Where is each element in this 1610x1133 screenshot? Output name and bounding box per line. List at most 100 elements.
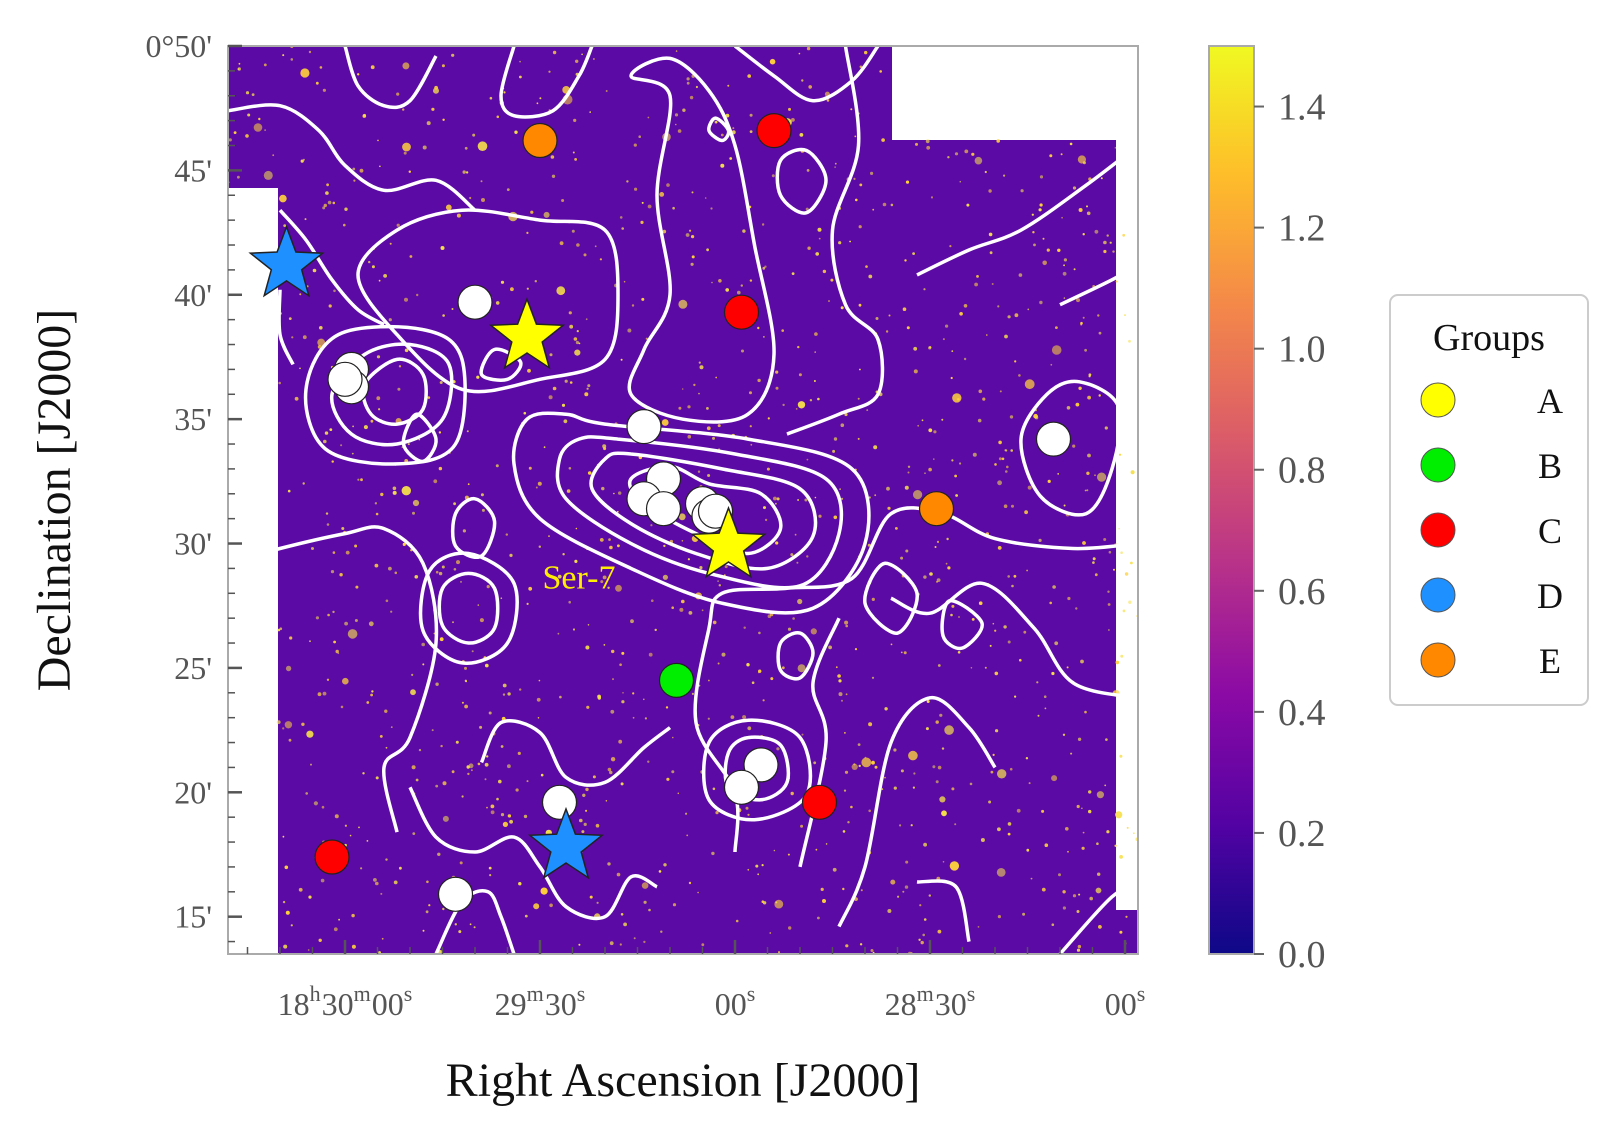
field-star (849, 240, 851, 243)
field-star (902, 307, 907, 312)
field-star (665, 706, 669, 709)
field-star (622, 692, 624, 694)
field-star (959, 180, 962, 183)
field-star (919, 904, 922, 907)
field-star (1072, 894, 1077, 898)
field-star (932, 765, 936, 769)
field-star (715, 121, 718, 124)
field-star (850, 108, 853, 111)
field-star (885, 330, 889, 333)
contour-line (434, 889, 516, 954)
field-star (619, 216, 623, 219)
field-star (904, 485, 909, 490)
field-star (712, 787, 716, 791)
field-star (1097, 872, 1101, 876)
field-star (1082, 541, 1086, 545)
tick-digits: 28 (885, 986, 917, 1022)
field-star (360, 867, 363, 870)
field-star (427, 396, 431, 399)
field-star (913, 346, 918, 351)
field-star (1011, 504, 1014, 508)
field-star (323, 203, 327, 208)
field-star (322, 691, 327, 696)
field-star (844, 412, 848, 417)
field-star (787, 853, 790, 856)
field-star (946, 537, 949, 541)
field-star (788, 926, 792, 930)
field-star (741, 349, 744, 353)
x-tick-label: 18h 30m 00s (278, 981, 413, 1022)
field-star (363, 113, 366, 117)
field-star (1114, 147, 1117, 149)
legend-marker-c (1420, 512, 1456, 548)
field-star (998, 440, 1002, 445)
field-star (495, 301, 500, 305)
field-star (804, 498, 808, 502)
field-star (806, 458, 809, 461)
field-star (926, 145, 931, 150)
field-star (743, 626, 746, 629)
field-star (1026, 848, 1030, 852)
field-star (1082, 161, 1086, 165)
field-star (290, 924, 293, 927)
field-star (605, 800, 608, 802)
field-star (441, 64, 445, 68)
field-star (397, 387, 401, 391)
field-star (585, 318, 588, 321)
field-star (1057, 473, 1060, 475)
colorbar-tick-label: 0.8 (1278, 450, 1326, 492)
field-star (773, 849, 776, 852)
field-star (611, 649, 615, 654)
field-star (936, 540, 940, 544)
field-star (587, 384, 591, 388)
field-star (775, 386, 779, 390)
field-star (815, 848, 818, 851)
field-star (908, 750, 918, 761)
field-star (941, 418, 944, 421)
field-star (769, 58, 776, 65)
field-star (435, 682, 439, 686)
field-star (763, 336, 765, 338)
field-star (1069, 142, 1073, 146)
field-star (308, 895, 312, 899)
field-star (1057, 248, 1061, 252)
field-star (949, 861, 960, 871)
field-star (404, 297, 408, 302)
group-e-circle-marker (918, 491, 955, 527)
field-star (781, 329, 784, 332)
field-star (1055, 326, 1058, 329)
field-star (1108, 629, 1110, 631)
field-star (327, 200, 332, 205)
field-star (645, 337, 648, 340)
field-star (357, 478, 360, 481)
field-star (1020, 189, 1024, 193)
field-star (749, 391, 752, 395)
field-star (688, 881, 692, 885)
field-star (302, 482, 305, 485)
field-star (600, 580, 604, 584)
field-star (381, 937, 384, 940)
tick-digits: 00 (715, 986, 747, 1022)
field-star (263, 170, 273, 180)
field-star (407, 443, 410, 446)
field-star (616, 510, 619, 513)
field-star (1082, 233, 1085, 236)
field-star (375, 881, 379, 886)
x-tick-label: 29m 30s (495, 981, 586, 1022)
field-star (769, 932, 772, 934)
contour-line (890, 581, 1138, 700)
field-star (890, 203, 894, 207)
field-star (581, 830, 585, 834)
field-star (526, 231, 529, 234)
field-star (808, 85, 812, 89)
field-star (538, 679, 541, 682)
field-star (1043, 695, 1047, 698)
field-star (360, 478, 363, 482)
field-star (435, 570, 439, 574)
field-star (1063, 504, 1066, 507)
field-star (619, 663, 622, 666)
colorbar-ticks: 0.0 0.2 0.4 0.6 0.8 1.0 1.2 1.4 (1254, 87, 1326, 976)
field-star (978, 389, 983, 394)
field-star (618, 491, 622, 495)
field-star (277, 628, 281, 632)
